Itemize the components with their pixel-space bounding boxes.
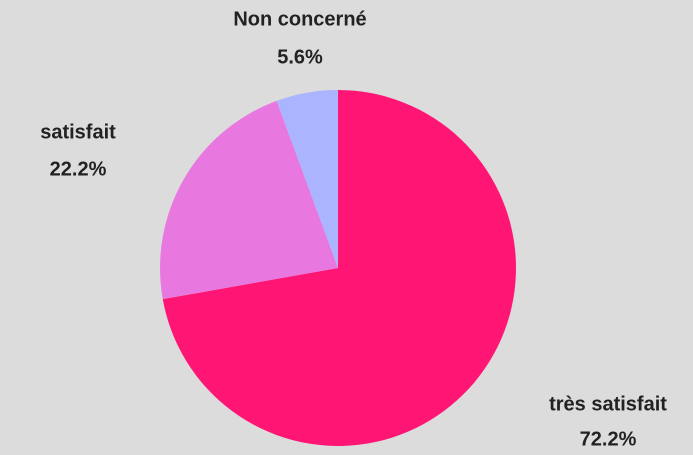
pie-slice xyxy=(276,90,338,268)
pie-slice xyxy=(160,100,338,300)
pie-slice xyxy=(162,90,516,446)
slice-name: très satisfait xyxy=(549,393,667,415)
slice-value: 5.6% xyxy=(277,46,323,68)
slice-value: 72.2% xyxy=(580,428,637,450)
slice-name: Non concerné xyxy=(233,8,366,30)
slice-value: 22.2% xyxy=(50,158,107,180)
slice-name: satisfait xyxy=(40,121,116,143)
